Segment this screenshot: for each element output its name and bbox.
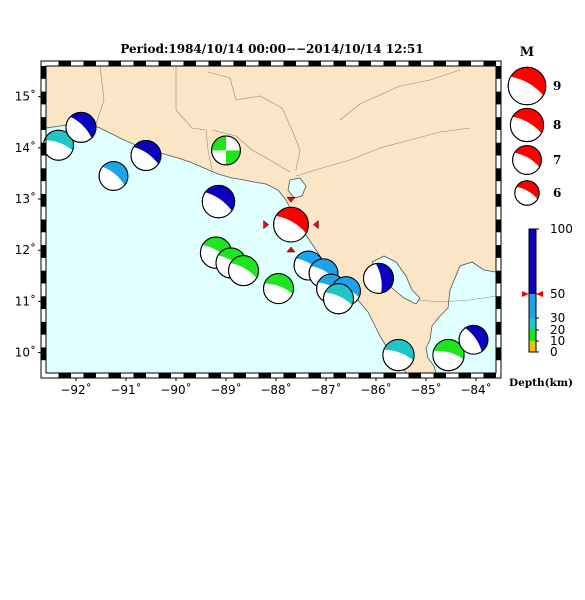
depth-marker-right — [536, 291, 543, 297]
beachball-event — [263, 273, 294, 305]
depth-color-band — [529, 229, 536, 294]
magnitude-legend-ball — [507, 66, 547, 106]
selected-event-beachball — [273, 206, 309, 243]
beachball-event — [363, 262, 394, 294]
depth-color-band — [529, 330, 536, 341]
latitude-tick-label: 11˚ — [15, 293, 36, 308]
longitude-tick-label: −90˚ — [160, 382, 191, 397]
gulf-of-fonseca — [287, 177, 307, 199]
border-line — [95, 65, 105, 125]
depth-tick-label: 10 — [550, 334, 565, 348]
border-line — [175, 66, 213, 171]
longitude-tick-label: −91˚ — [110, 382, 141, 397]
beachball-event — [211, 135, 241, 166]
magnitude-legend-label: 9 — [553, 79, 561, 93]
magnitude-legend: M 9 8 7 6 — [507, 45, 561, 206]
depth-tick-label: 30 — [550, 311, 565, 325]
depth-color-band — [529, 294, 536, 318]
beachball-event — [323, 283, 354, 315]
beachball-event — [201, 184, 236, 219]
latitude-tick-label: 13˚ — [15, 191, 36, 206]
beachball-event — [130, 140, 162, 172]
latitude-tick-label: 10˚ — [15, 345, 36, 360]
latitude-tick-labels: 10˚ 11˚ 12˚ 13˚ 14˚ 15˚ — [15, 89, 41, 360]
border-line — [417, 295, 497, 303]
longitude-tick-label: −87˚ — [310, 382, 341, 397]
longitude-tick-label: −88˚ — [260, 382, 291, 397]
beachball-event — [382, 338, 415, 372]
longitude-tick-label: −85˚ — [410, 382, 441, 397]
latitude-tick-label: 12˚ — [15, 242, 36, 257]
longitude-tick-label: −86˚ — [360, 382, 391, 397]
depth-color-band — [529, 318, 536, 330]
period-title: Period:1984/10/14 00:00−−2014/10/14 12:5… — [120, 42, 423, 56]
latitude-tick-label: 15˚ — [15, 89, 36, 104]
focal-mechanism-beachballs — [43, 111, 489, 372]
beachball-event — [98, 161, 129, 191]
border-line — [207, 71, 301, 171]
beachball-event — [458, 324, 489, 355]
depth-legend-title: Depth(km) — [509, 377, 573, 389]
border-line — [295, 127, 471, 177]
border-line — [339, 69, 461, 121]
depth-color-band — [529, 341, 536, 352]
latitude-tick-label: 14˚ — [15, 140, 36, 155]
depth-tick-label: 20 — [550, 323, 565, 337]
longitude-tick-labels: −92˚ −91˚ −90˚ −89˚ −88˚ −87˚ −86˚ −85˚ −84˚ — [60, 378, 492, 397]
beachball-event — [43, 129, 74, 161]
selected-event-marker — [263, 220, 270, 230]
magnitude-legend-ball — [512, 145, 542, 175]
beachball-event — [228, 255, 259, 287]
coastline-details — [95, 65, 497, 303]
map-area: −92˚ −91˚ −90˚ −89˚ −88˚ −87˚ −86˚ −85˚ −84˚ 10˚… — [15, 60, 502, 397]
magnitude-legend-label: 7 — [553, 153, 561, 167]
selected-event-marker — [312, 220, 319, 230]
magnitude-legend-label: 8 — [553, 118, 561, 132]
depth-tick-label: 50 — [550, 287, 565, 301]
magnitude-legend-ball — [514, 180, 540, 206]
magnitude-legend-label: 6 — [553, 186, 561, 200]
map-frame — [40, 60, 502, 379]
beachball-event — [432, 338, 465, 372]
longitude-tick-label: −92˚ — [60, 382, 91, 397]
depth-marker-left — [522, 291, 529, 297]
selected-event-marker — [286, 246, 296, 253]
magnitude-legend-title: M — [520, 45, 534, 60]
border-line — [211, 129, 291, 173]
longitude-tick-label: −84˚ — [460, 382, 491, 397]
depth-tick-label: 0 — [550, 345, 558, 359]
longitude-tick-label: −89˚ — [210, 382, 241, 397]
magnitude-legend-ball — [509, 107, 545, 143]
selected-event-marker — [286, 196, 296, 203]
depth-tick-label: 100 — [550, 222, 573, 236]
beachball-event — [65, 111, 97, 143]
